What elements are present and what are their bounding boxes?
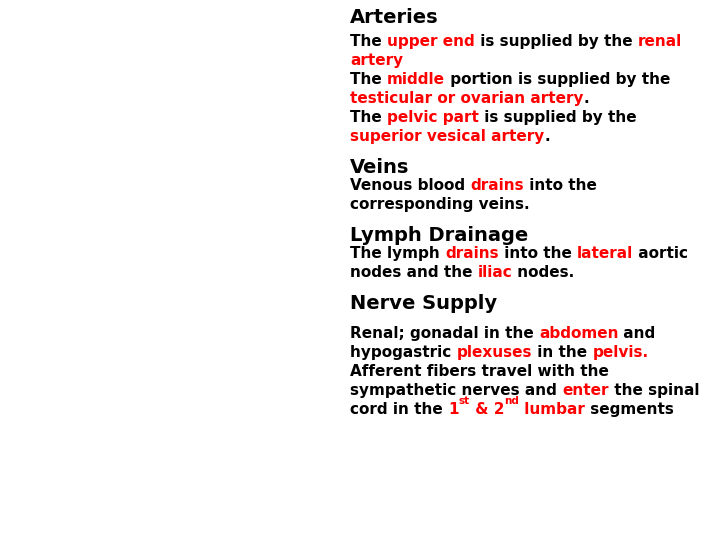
Text: Renal; gonadal in the: Renal; gonadal in the [350, 326, 539, 341]
Text: nd: nd [504, 396, 519, 406]
Text: The: The [350, 34, 387, 49]
Text: & 2: & 2 [469, 402, 504, 417]
Text: .: . [583, 91, 589, 106]
Text: Lymph Drainage: Lymph Drainage [350, 226, 528, 245]
Text: Afferent fibers travel with the: Afferent fibers travel with the [350, 364, 609, 379]
Text: into the: into the [524, 178, 597, 193]
Text: 1: 1 [448, 402, 459, 417]
Text: hypogastric: hypogastric [350, 345, 456, 360]
Text: in the: in the [532, 345, 593, 360]
Text: aortic: aortic [633, 246, 688, 261]
Text: The: The [350, 110, 387, 125]
Text: Venous blood: Venous blood [350, 178, 470, 193]
Text: portion is supplied by the: portion is supplied by the [445, 72, 670, 87]
Text: nodes and the: nodes and the [350, 265, 478, 280]
Text: drains: drains [445, 246, 499, 261]
Text: superior vesical artery: superior vesical artery [350, 129, 544, 144]
Text: The: The [350, 72, 387, 87]
Text: drains: drains [470, 178, 524, 193]
Text: st: st [459, 396, 469, 406]
Text: iliac: iliac [478, 265, 513, 280]
Text: artery: artery [350, 53, 403, 68]
Text: sympathetic nerves and: sympathetic nerves and [350, 383, 562, 398]
Text: plexuses: plexuses [456, 345, 532, 360]
Text: pelvic part: pelvic part [387, 110, 479, 125]
Text: middle: middle [387, 72, 445, 87]
Text: is supplied by the: is supplied by the [474, 34, 638, 49]
Text: segments: segments [585, 402, 674, 417]
Text: testicular or ovarian artery: testicular or ovarian artery [350, 91, 583, 106]
Text: .: . [544, 129, 550, 144]
Text: Veins: Veins [350, 158, 410, 177]
Text: lumbar: lumbar [519, 402, 585, 417]
Text: the spinal: the spinal [608, 383, 699, 398]
Text: pelvis.: pelvis. [593, 345, 649, 360]
Text: Arteries: Arteries [350, 8, 438, 27]
Text: is supplied by the: is supplied by the [479, 110, 636, 125]
Text: enter: enter [562, 383, 608, 398]
Text: Nerve Supply: Nerve Supply [350, 294, 497, 313]
Text: lateral: lateral [577, 246, 633, 261]
Text: renal: renal [638, 34, 682, 49]
Text: nodes.: nodes. [513, 265, 575, 280]
Text: abdomen: abdomen [539, 326, 618, 341]
Text: upper end: upper end [387, 34, 474, 49]
Text: The lymph: The lymph [350, 246, 445, 261]
Text: corresponding veins.: corresponding veins. [350, 197, 530, 212]
Text: cord in the: cord in the [350, 402, 448, 417]
Text: and: and [618, 326, 656, 341]
Text: into the: into the [499, 246, 577, 261]
